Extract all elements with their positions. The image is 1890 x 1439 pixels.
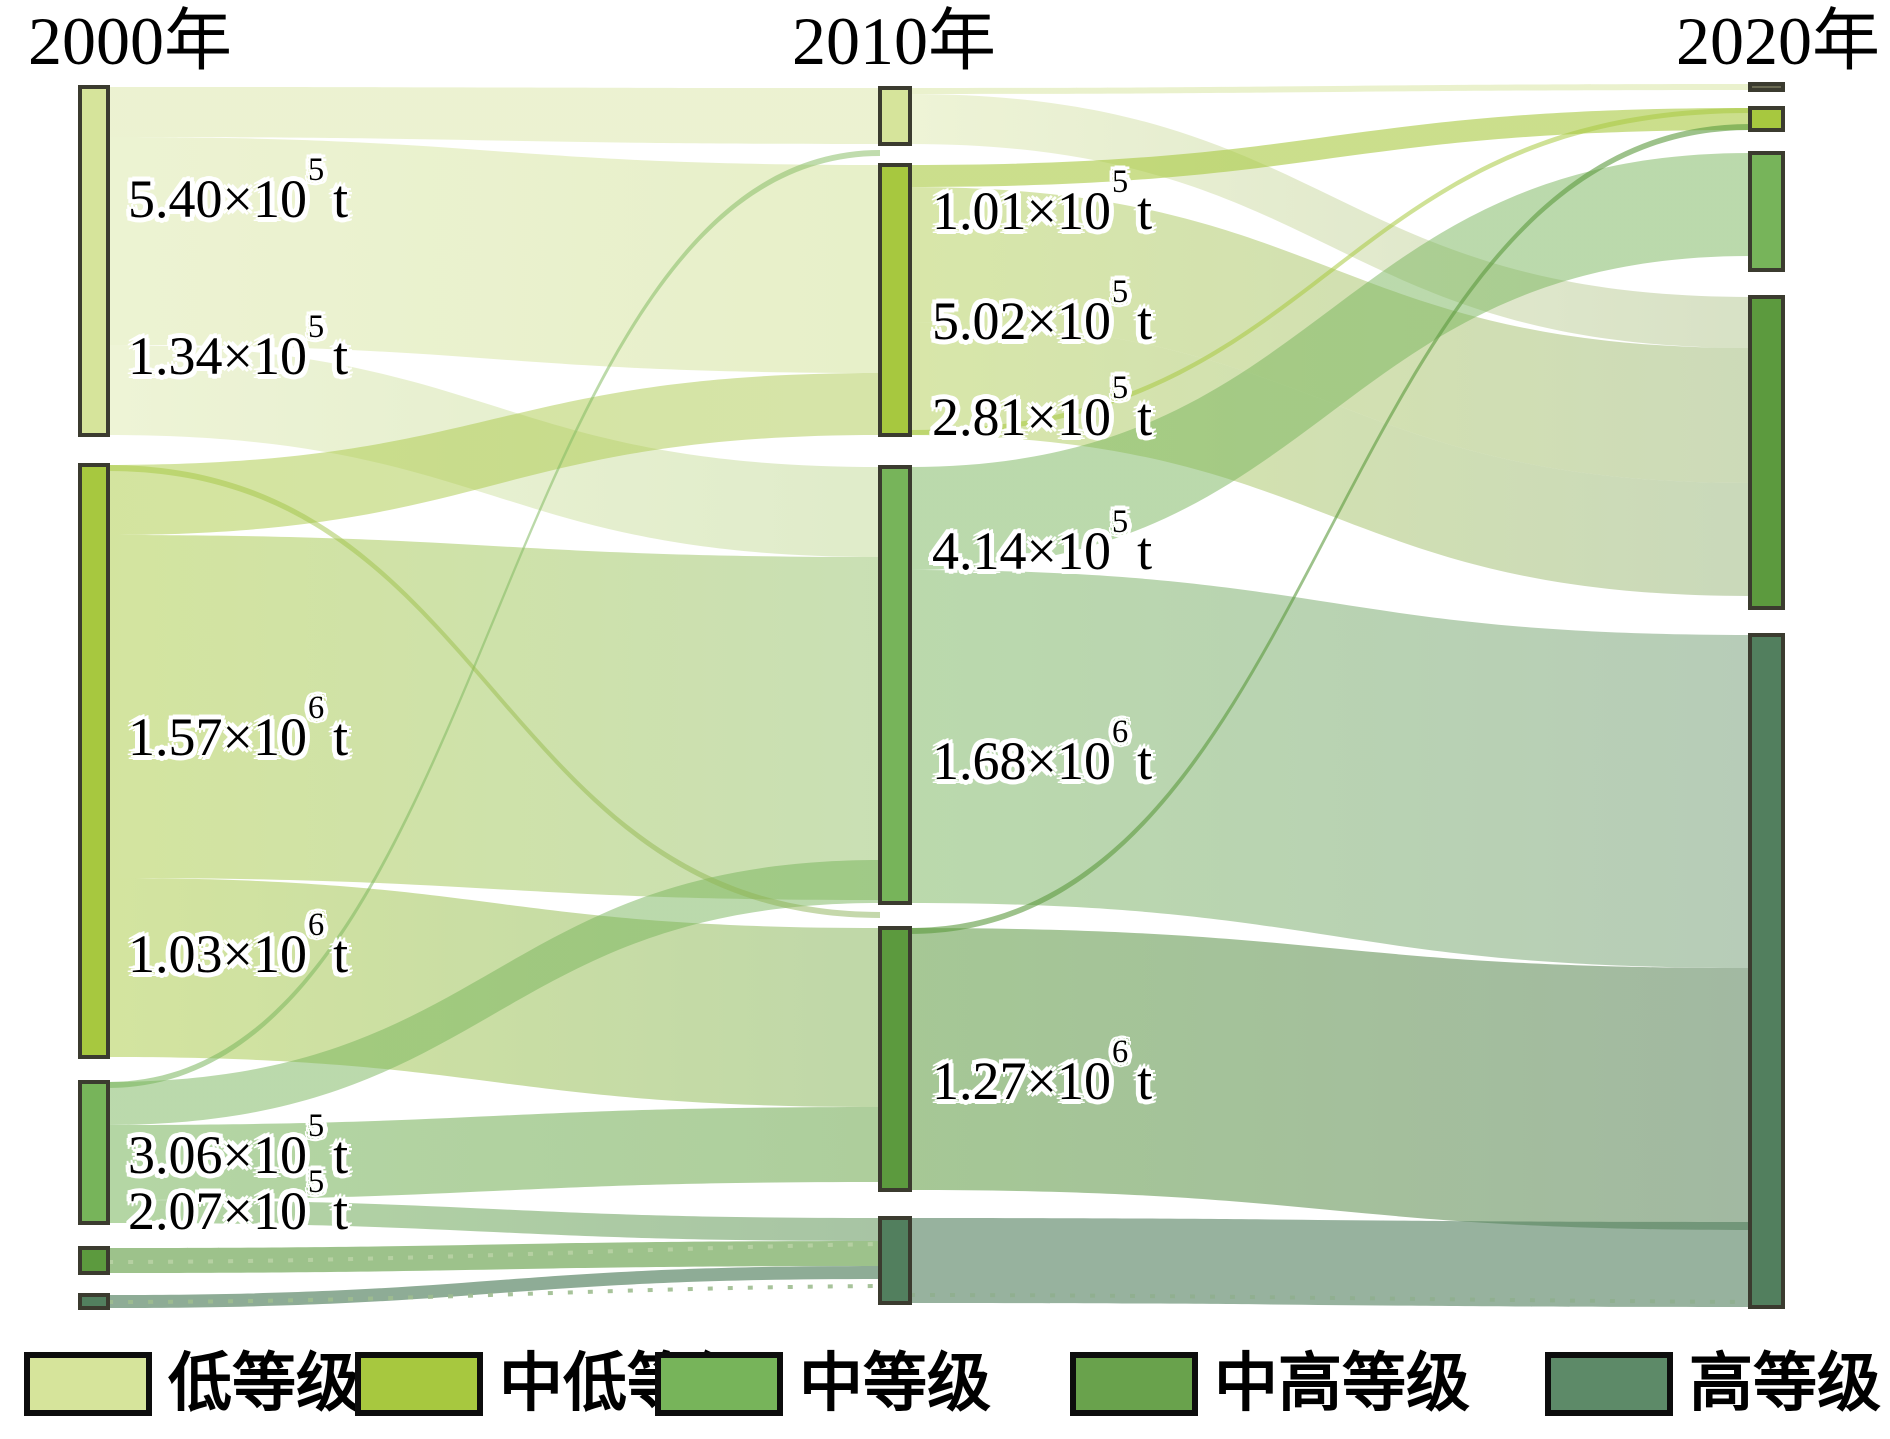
flow-value-label: 1.57×106 t	[128, 690, 349, 767]
flow-ribbon	[910, 570, 1750, 968]
legend-label: 高等级	[1689, 1348, 1881, 1419]
flow-value-label: 2.07×105 t	[128, 1164, 349, 1241]
flow-value-label: 5.02×105 t	[932, 274, 1153, 351]
flow-ribbon	[910, 153, 1750, 570]
sankey-node	[878, 86, 912, 146]
legend-swatch	[355, 1352, 483, 1416]
legend-label: 中高等级	[1214, 1348, 1470, 1419]
flow-ribbon	[910, 108, 1750, 187]
flow-ribbon	[910, 84, 1750, 94]
flow-ribbon	[108, 535, 880, 900]
flow-value-label: 2.81×105 t	[932, 370, 1153, 447]
sankey-node	[878, 465, 912, 905]
sankey-node	[78, 85, 110, 437]
sankey-node	[78, 1293, 110, 1310]
legend-swatch	[24, 1352, 152, 1416]
column-title-2020: 2020年	[1675, 3, 1880, 79]
dotted-flow-line	[909, 1293, 1751, 1304]
flow-ribbon	[108, 465, 880, 918]
flow-value-label: 1.01×105 t	[932, 164, 1153, 241]
flow-value-label: 3.06×105 t	[128, 1108, 349, 1185]
sankey-node	[878, 163, 912, 437]
legend-label: 中等级	[799, 1348, 991, 1419]
flow-ribbon	[108, 1107, 880, 1200]
sankey-node	[1748, 295, 1785, 610]
flow-value-label: 1.03×106 t	[128, 907, 349, 984]
legend-item: 低等级	[24, 1352, 360, 1416]
sankey-node	[878, 1216, 912, 1305]
sankey-node	[1748, 82, 1785, 92]
flow-ribbon	[108, 1241, 880, 1273]
sankey-node	[78, 463, 110, 1059]
flow-value-label: 4.14×105 t	[932, 504, 1153, 581]
sankey-node	[1748, 151, 1785, 272]
flow-ribbon	[910, 322, 1750, 596]
flow-ribbon	[108, 860, 880, 1125]
sankey-canvas	[78, 82, 1785, 1310]
flow-value-label: 1.27×106 t	[932, 1034, 1153, 1111]
sankey-node	[78, 1080, 110, 1225]
legend-swatch	[1070, 1352, 1198, 1416]
flow-ribbon	[910, 124, 1750, 934]
legend-item: 中高等级	[1070, 1352, 1470, 1416]
legend-label: 低等级	[168, 1348, 360, 1419]
flow-ribbon	[108, 1200, 880, 1241]
flow-ribbon	[910, 108, 1750, 435]
flow-ribbon	[108, 137, 880, 373]
flow-ribbon	[108, 150, 880, 1088]
dotted-flow-line	[107, 1242, 881, 1264]
legend-item: 高等级	[1545, 1352, 1881, 1416]
flow-value-label: 1.68×106 t	[932, 714, 1153, 791]
flow-ribbon	[910, 928, 1750, 1230]
sankey-node	[878, 926, 912, 1192]
sankey-node	[1748, 106, 1785, 132]
column-title-2010: 2010年	[792, 3, 997, 79]
column-title-2000: 2000年	[28, 3, 233, 79]
flow-ribbon	[910, 1218, 1750, 1307]
flow-value-label: 1.34×105 t	[128, 309, 349, 386]
flow-ribbon	[108, 1266, 880, 1308]
legend-item: 中等级	[655, 1352, 991, 1416]
flow-ribbon	[108, 373, 880, 535]
sankey-node	[78, 1246, 110, 1275]
sankey-node	[1748, 633, 1785, 1309]
flow-value-label: 5.40×105 t	[128, 152, 349, 229]
legend-swatch	[655, 1352, 783, 1416]
legend-swatch	[1545, 1352, 1673, 1416]
flow-ribbon	[108, 87, 880, 144]
